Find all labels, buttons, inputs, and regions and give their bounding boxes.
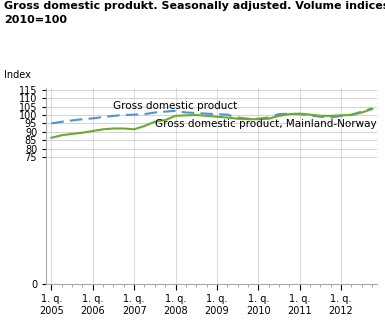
Text: Index: Index [4,70,31,80]
Text: Gross domestic produkt. Seasonally adjusted. Volume indices.: Gross domestic produkt. Seasonally adjus… [4,1,385,11]
Text: Gross domestic product, Mainland-Norway: Gross domestic product, Mainland-Norway [155,119,377,129]
Text: 2010=100: 2010=100 [4,15,67,25]
Text: Gross domestic product: Gross domestic product [114,101,238,111]
